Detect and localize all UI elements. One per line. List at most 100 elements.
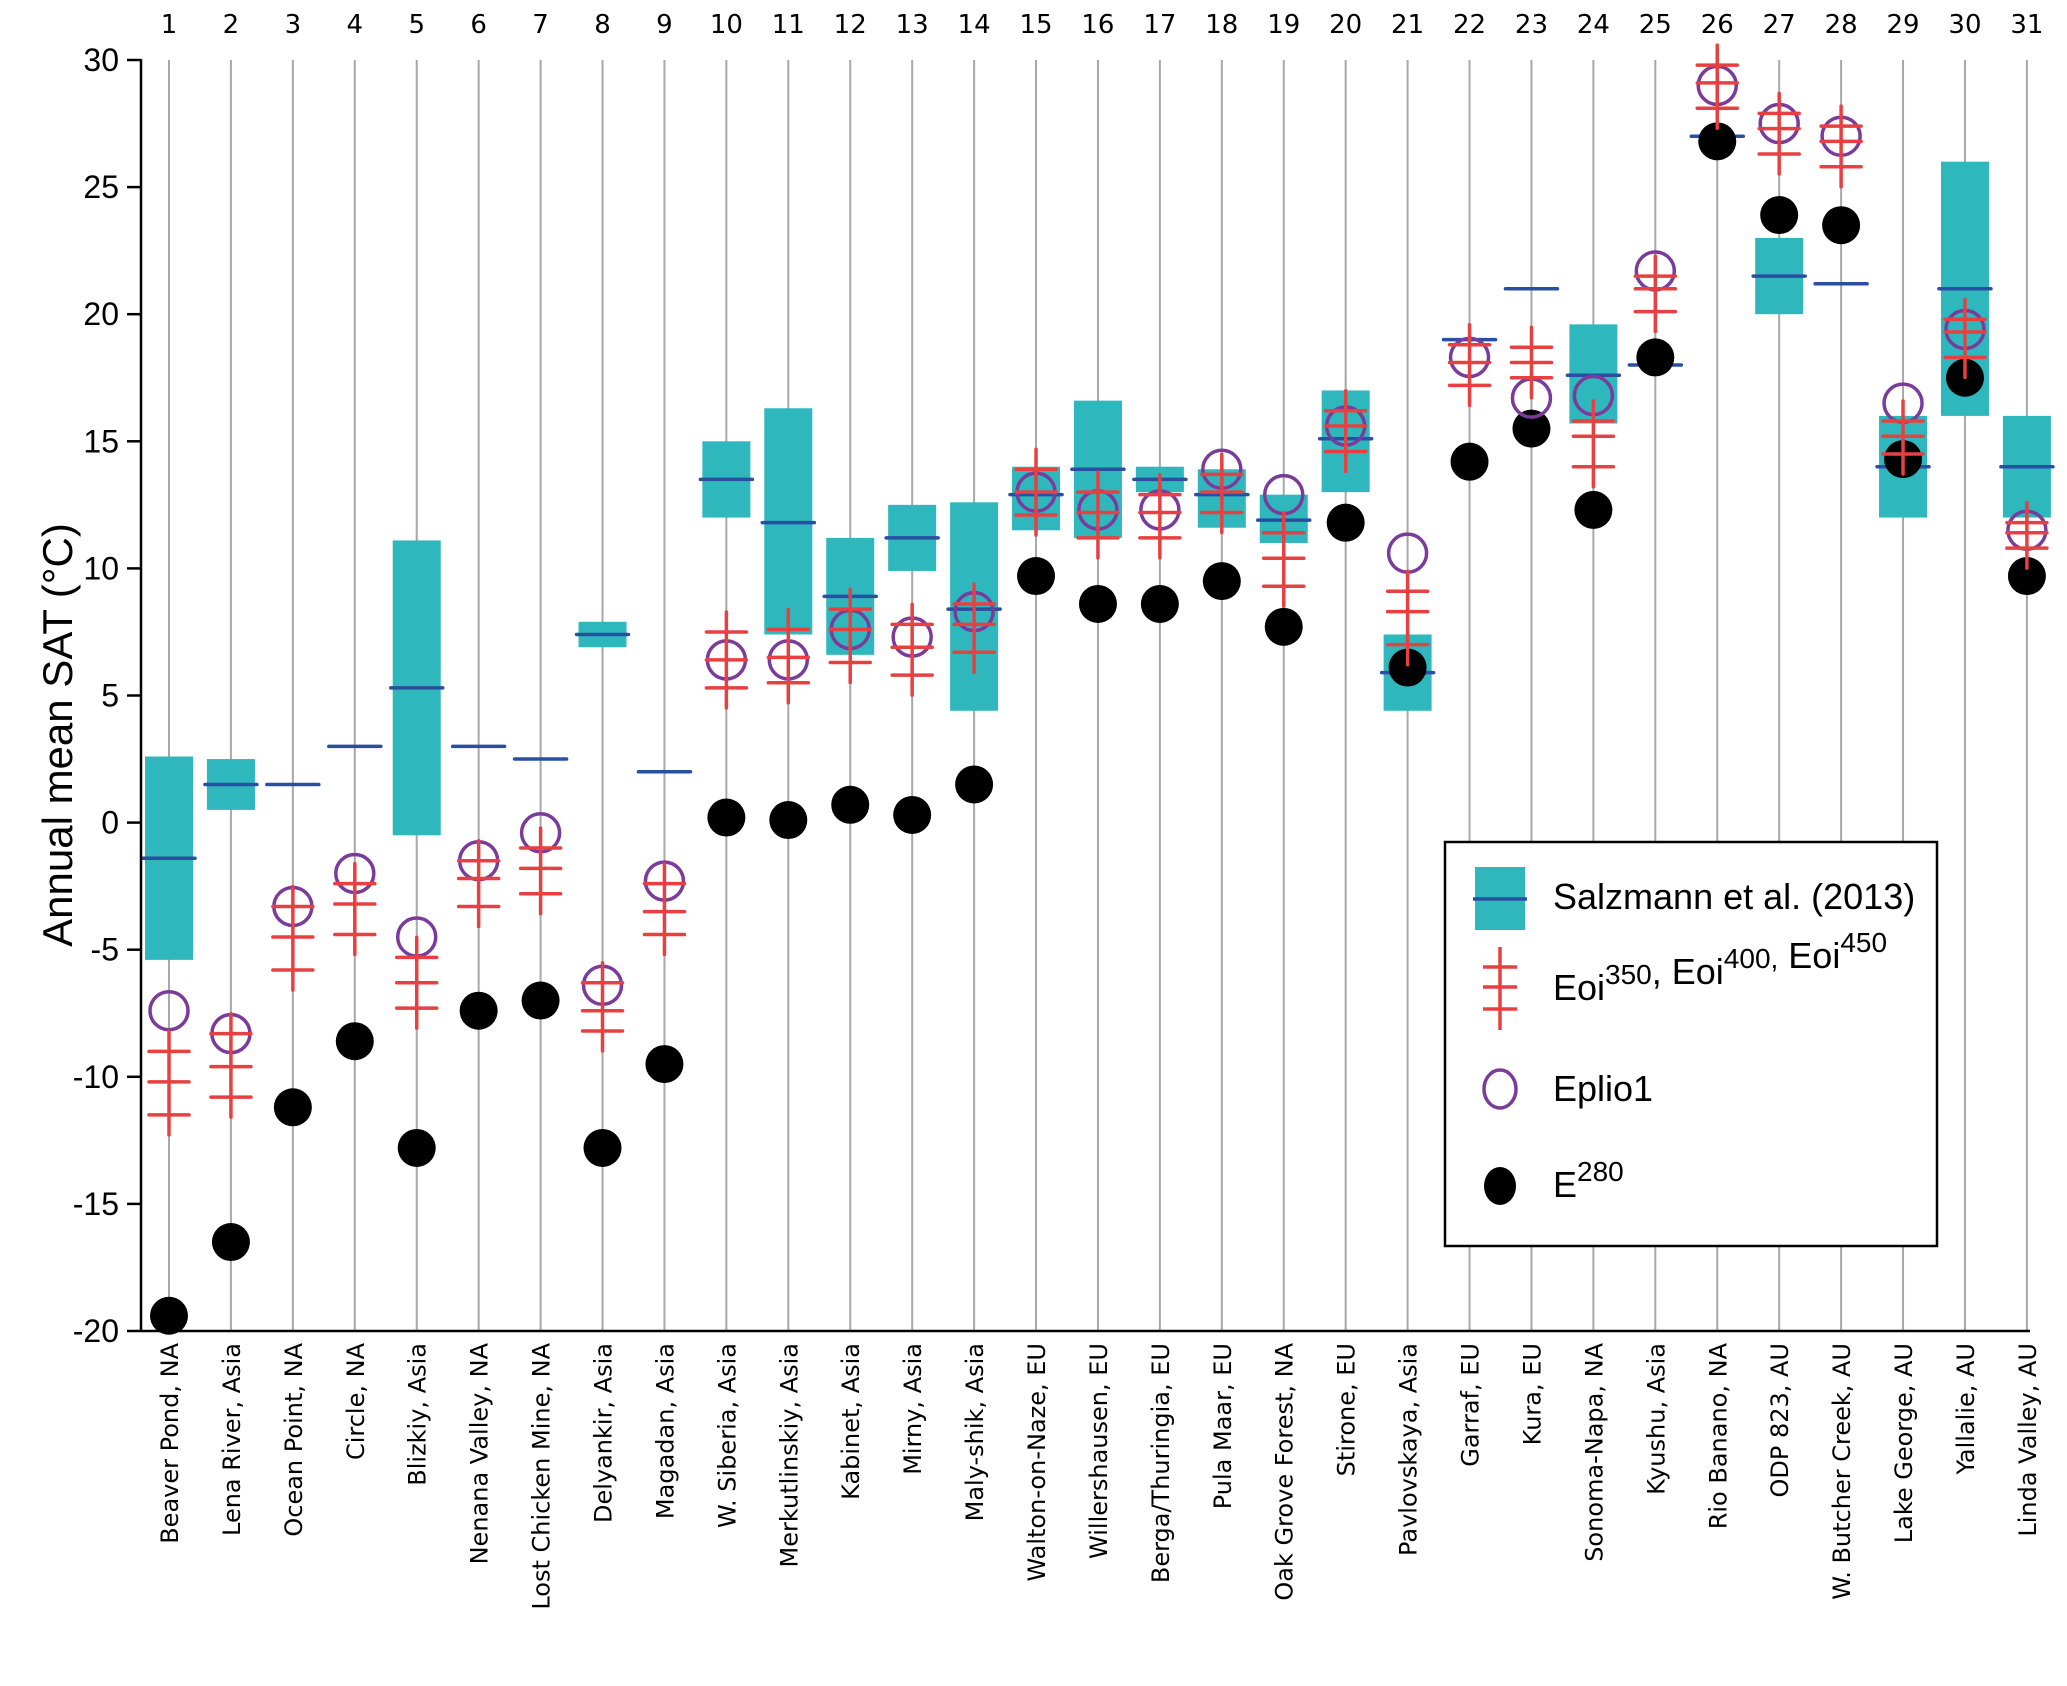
eoi-marker bbox=[704, 610, 749, 710]
eoi-marker bbox=[2005, 500, 2049, 570]
e280-point bbox=[1078, 584, 1117, 623]
e280-points bbox=[150, 122, 2046, 1335]
x-tick-label: Walton-on-Naze, EU bbox=[1023, 1343, 1051, 1582]
site-number: 14 bbox=[958, 10, 991, 40]
x-tick-label: Lake George, AU bbox=[1890, 1343, 1918, 1543]
x-tick-label: Willershausen, EU bbox=[1085, 1343, 1113, 1559]
e280-point bbox=[459, 991, 498, 1030]
site-number: 29 bbox=[1886, 10, 1919, 40]
x-tick-label: Ocean Point, NA bbox=[280, 1342, 308, 1536]
e280-point bbox=[583, 1128, 622, 1167]
y-tick-label: 30 bbox=[83, 42, 119, 78]
eoi-marker bbox=[1881, 399, 1925, 476]
eoi-marker bbox=[890, 602, 934, 697]
e280-point bbox=[1512, 409, 1551, 448]
e280-point bbox=[1760, 196, 1799, 235]
site-number: 25 bbox=[1639, 10, 1672, 40]
eoi-marker bbox=[394, 935, 439, 1030]
site-number: 1 bbox=[161, 10, 178, 40]
x-tick-label: Kabinet, Asia bbox=[837, 1343, 865, 1500]
x-tick-label: Kura, EU bbox=[1518, 1343, 1546, 1445]
site-number: 28 bbox=[1825, 10, 1858, 40]
y-tick-label: -5 bbox=[91, 932, 119, 968]
legend-eplio1-icon bbox=[1482, 1068, 1518, 1110]
x-tick-label: Mirny, Asia bbox=[899, 1343, 927, 1475]
site-number: 16 bbox=[1081, 10, 1114, 40]
eoi-marker bbox=[1447, 322, 1492, 408]
e280-point bbox=[273, 1088, 312, 1127]
legend-text-part: , Eoi bbox=[1652, 951, 1724, 992]
x-tick-label: Maly-shik, Asia bbox=[961, 1343, 989, 1521]
eoi-marker bbox=[209, 1011, 253, 1119]
eoi-marker bbox=[1261, 511, 1306, 608]
site-number: 13 bbox=[896, 10, 929, 40]
legend-label-eoi: Eoi350, Eoi400, Eoi450 bbox=[1553, 927, 1887, 1008]
e280-point bbox=[397, 1128, 436, 1167]
legend-text-part: E bbox=[1553, 1164, 1577, 1205]
legend: Salzmann et al. (2013)Eoi350, Eoi400, Eo… bbox=[1443, 840, 1939, 1248]
x-tick-label: Merkutlinskiy, Asia bbox=[775, 1343, 803, 1568]
eoi-marker bbox=[642, 861, 687, 957]
x-tick-label: Circle, NA bbox=[342, 1342, 370, 1460]
x-axis-labels: Beaver Pond, NA Lena River, Asia Ocean Poi… bbox=[156, 1342, 2042, 1609]
x-tick-label: Lena River, Asia bbox=[218, 1343, 246, 1536]
x-tick-label: ODP 823, AU bbox=[1766, 1343, 1794, 1498]
eoi-marker bbox=[271, 884, 315, 992]
site-number: 8 bbox=[594, 10, 611, 40]
eoi-marker bbox=[828, 587, 872, 685]
e280-point bbox=[1822, 206, 1861, 245]
legend-text-part: Eoi bbox=[1553, 967, 1605, 1008]
e280-point bbox=[1636, 338, 1675, 377]
x-tick-label: W. Butcher Creek, AU bbox=[1828, 1343, 1856, 1600]
e280-point bbox=[707, 798, 746, 837]
eoi-marker bbox=[333, 861, 377, 957]
x-tick-label: Oak Grove Forest, NA bbox=[1271, 1342, 1299, 1600]
eoi-marker bbox=[580, 960, 625, 1053]
site-number: 12 bbox=[834, 10, 867, 40]
eoi-marker bbox=[1076, 470, 1120, 560]
eoi-marker bbox=[1819, 104, 1863, 189]
e280-point bbox=[1326, 503, 1365, 542]
legend-superscript: 400, bbox=[1724, 943, 1779, 974]
eoi-marker bbox=[147, 1029, 191, 1137]
legend-superscript: 450 bbox=[1840, 927, 1887, 958]
x-tick-label: Rio Banano, NA bbox=[1704, 1342, 1732, 1529]
y-tick-label: 0 bbox=[101, 805, 119, 841]
eoi-marker bbox=[1757, 91, 1801, 176]
x-tick-label: Nenana Valley, NA bbox=[466, 1342, 494, 1564]
eoi-marker bbox=[766, 607, 811, 705]
site-number: 19 bbox=[1267, 10, 1300, 40]
e280-point bbox=[150, 1296, 188, 1335]
x-tick-label: Delyankir, Asia bbox=[590, 1343, 618, 1523]
e280-point bbox=[1450, 442, 1489, 481]
e280-point bbox=[955, 765, 994, 804]
site-number: 26 bbox=[1701, 10, 1734, 40]
eoi-marker bbox=[456, 838, 501, 929]
x-tick-label: Yallalie, AU bbox=[1952, 1343, 1980, 1475]
y-tick-label: 5 bbox=[101, 678, 119, 714]
x-tick-label: Beaver Pond, NA bbox=[156, 1342, 184, 1543]
site-number: 15 bbox=[1019, 10, 1052, 40]
site-number: 4 bbox=[347, 10, 364, 40]
site-number: 22 bbox=[1453, 10, 1486, 40]
y-axis-title: Annual mean SAT (°C) bbox=[34, 523, 81, 947]
legend-box bbox=[1443, 840, 1939, 1248]
site-number: 2 bbox=[223, 10, 240, 40]
e280-point bbox=[831, 785, 870, 824]
e280-point bbox=[1388, 648, 1427, 687]
eoi-marker bbox=[1695, 43, 1739, 131]
eoi-marker bbox=[1943, 297, 1987, 380]
y-tick-label: 20 bbox=[83, 296, 119, 332]
y-tick-label: -15 bbox=[73, 1186, 119, 1222]
e280-point bbox=[1017, 557, 1056, 596]
x-tick-label: Garraf, EU bbox=[1457, 1343, 1485, 1467]
legend-label-salzmann: Salzmann et al. (2013) bbox=[1553, 876, 1915, 917]
eoi-marker bbox=[1509, 325, 1554, 400]
legend-superscript: 280 bbox=[1577, 1156, 1624, 1187]
x-tick-label: W. Siberia, Asia bbox=[713, 1343, 741, 1528]
x-tick-label: Sonoma-Napa, NA bbox=[1580, 1342, 1608, 1561]
e280-point bbox=[521, 981, 560, 1020]
x-tick-label: Berga/Thuringia, EU bbox=[1147, 1343, 1175, 1583]
y-tick-label: -20 bbox=[73, 1313, 119, 1349]
